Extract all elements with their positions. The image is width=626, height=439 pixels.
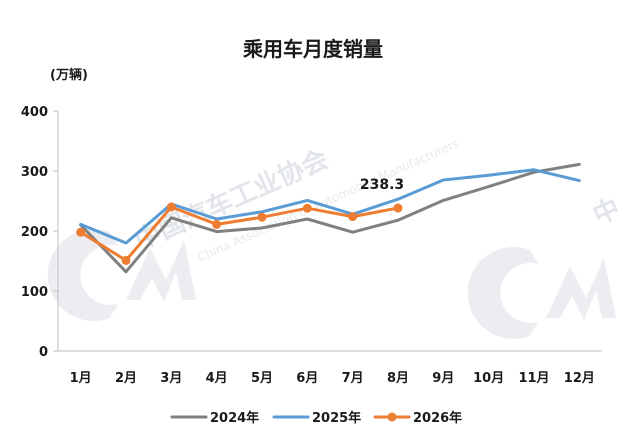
- series-line: [79, 168, 581, 245]
- x-tick-label: 12月: [564, 371, 595, 386]
- y-tick-label: 100: [21, 285, 48, 300]
- legend-marker: [387, 412, 397, 422]
- y-tick-label: 400: [21, 105, 48, 120]
- labels-layer: 238.3: [360, 177, 404, 193]
- axes: 0 100 200 300 400 1月 2月 3月 4月 5月 6月 7月 8月 9月 10月 11月 12月: [21, 105, 602, 386]
- series-line: [79, 162, 581, 274]
- x-tick-label: 2月: [115, 371, 137, 386]
- data-point: [76, 227, 86, 237]
- series-1: [79, 168, 581, 245]
- series-2: [76, 202, 403, 265]
- x-tick-label: 10月: [473, 371, 504, 386]
- y-tick-label: 200: [21, 225, 48, 240]
- y-tick-label: 0: [39, 345, 48, 360]
- x-tick-label: 7月: [342, 371, 364, 386]
- data-point: [302, 203, 312, 213]
- watermark-logo-right: [467, 247, 616, 339]
- data-point: [348, 212, 358, 222]
- legend-item-0: 2024年: [170, 410, 259, 426]
- legend-label: 2024年: [210, 410, 259, 426]
- data-point: [166, 202, 176, 212]
- data-point: [121, 255, 131, 265]
- watermark-logo-left: [47, 229, 196, 321]
- series-line: [79, 205, 400, 262]
- data-label: 238.3: [360, 177, 404, 193]
- legend-label: 2025年: [312, 410, 361, 426]
- x-tick-label: 9月: [432, 371, 454, 386]
- series-0: [79, 162, 581, 274]
- y-tick-label: 300: [21, 165, 48, 180]
- x-tick-label: 5月: [251, 371, 273, 386]
- data-point: [393, 203, 403, 213]
- x-tick-label: 8月: [387, 371, 409, 386]
- data-point: [257, 212, 267, 222]
- chart-title: 乘用车月度销量: [242, 37, 383, 61]
- legend-item-2: 2026年: [373, 410, 462, 426]
- legend: 2024年 2025年 2026年: [170, 410, 462, 426]
- legend-label: 2026年: [413, 410, 462, 426]
- y-axis-unit: (万辆): [50, 67, 88, 83]
- watermark-fragment: 中: [589, 193, 625, 231]
- x-tick-label: 11月: [518, 371, 549, 386]
- x-tick-label: 6月: [296, 371, 318, 386]
- legend-item-1: 2025年: [272, 410, 361, 426]
- data-point: [212, 219, 222, 229]
- x-tick-label: 3月: [160, 371, 182, 386]
- series-layer: [76, 162, 581, 274]
- x-tick-label: 1月: [70, 371, 92, 386]
- x-tick-label: 4月: [206, 371, 228, 386]
